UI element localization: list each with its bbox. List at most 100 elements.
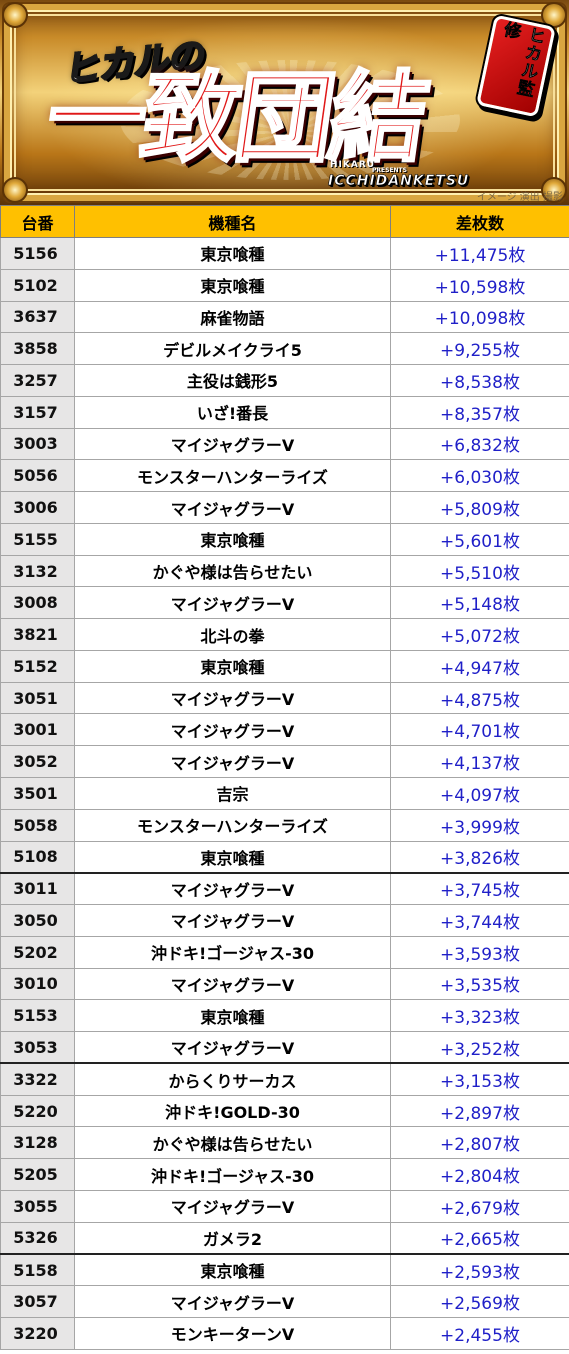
- difference-cell: +8,357枚: [390, 395, 569, 429]
- table-row: 3001 マイジャグラーV +4,701枚: [0, 713, 569, 747]
- machine-name-cell: モンスターハンターライズ: [74, 459, 391, 493]
- table-row: 5152 東京喰種 +4,947枚: [0, 649, 569, 683]
- machine-name-cell: 麻雀物語: [74, 300, 391, 334]
- machine-name-cell: マイジャグラーV: [74, 586, 391, 620]
- banner-sub-en2: ICCHIDANKETSU: [328, 173, 470, 190]
- machine-number-cell: 3132: [0, 554, 75, 588]
- table-row: 5156 東京喰種 +11,475枚: [0, 237, 569, 270]
- machine-number-cell: 3220: [0, 1317, 75, 1350]
- machine-number-cell: 5058: [0, 808, 75, 842]
- table-header-row: 台番 機種名 差枚数: [0, 205, 569, 238]
- difference-cell: +11,475枚: [390, 237, 569, 270]
- table-row: 3055 マイジャグラーV +2,679枚: [0, 1189, 569, 1223]
- machine-name-cell: マイジャグラーV: [74, 1285, 391, 1319]
- machine-name-cell: 主役は銭形5: [74, 364, 391, 397]
- table-row: 5326 ガメラ2 +2,665枚: [0, 1221, 569, 1255]
- table-row: 3010 マイジャグラーV +3,535枚: [0, 967, 569, 1001]
- difference-cell: +5,601枚: [390, 522, 569, 556]
- machine-name-cell: マイジャグラーV: [74, 871, 391, 906]
- difference-cell: +3,593枚: [390, 935, 569, 969]
- difference-cell: +3,745枚: [390, 871, 569, 906]
- machine-name-cell: 東京喰種: [74, 522, 391, 556]
- badge-text: ヒカル監修: [498, 19, 547, 99]
- machine-name-cell: マイジャグラーV: [74, 491, 391, 524]
- corner-ornament-icon: [2, 2, 28, 28]
- difference-cell: +10,598枚: [390, 268, 569, 302]
- table-row: 5158 東京喰種 +2,593枚: [0, 1253, 569, 1287]
- machine-number-cell: 5220: [0, 1094, 75, 1128]
- machine-number-cell: 3053: [0, 1031, 75, 1064]
- banner-frame: [4, 4, 565, 201]
- difference-cell: +5,072枚: [390, 618, 569, 651]
- machine-number-cell: 3858: [0, 332, 75, 366]
- machine-name-cell: 東京喰種: [74, 649, 391, 683]
- table-row: 3157 いざ!番長 +8,357枚: [0, 395, 569, 429]
- machine-number-cell: 5108: [0, 840, 75, 874]
- table-row: 3257 主役は銭形5 +8,538枚: [0, 364, 569, 397]
- machine-number-cell: 3055: [0, 1189, 75, 1223]
- machine-number-cell: 5152: [0, 649, 75, 683]
- difference-cell: +2,679枚: [390, 1189, 569, 1223]
- banner-caption: イメージ 演出 撮影: [476, 192, 563, 203]
- machine-number-cell: 5205: [0, 1158, 75, 1191]
- table-row: 5220 沖ドキ!GOLD-30 +2,897枚: [0, 1094, 569, 1128]
- machine-number-cell: 3322: [0, 1062, 75, 1096]
- machine-number-cell: 3050: [0, 904, 75, 937]
- banner-sub-presents: PRESENTS: [372, 167, 407, 174]
- machine-number-cell: 3821: [0, 618, 75, 651]
- table-row: 5205 沖ドキ!ゴージャス-30 +2,804枚: [0, 1158, 569, 1191]
- difference-cell: +2,455枚: [390, 1317, 569, 1350]
- machine-name-cell: マイジャグラーV: [74, 745, 391, 779]
- table-row: 5058 モンスターハンターライズ +3,999枚: [0, 808, 569, 842]
- table-row: 5202 沖ドキ!ゴージャス-30 +3,593枚: [0, 935, 569, 969]
- table-row: 3050 マイジャグラーV +3,744枚: [0, 904, 569, 937]
- machine-name-cell: 沖ドキ!ゴージャス-30: [74, 935, 391, 969]
- machine-number-cell: 3052: [0, 745, 75, 779]
- machine-number-cell: 3128: [0, 1126, 75, 1160]
- machine-name-cell: マイジャグラーV: [74, 427, 391, 461]
- difference-cell: +3,826枚: [390, 840, 569, 874]
- machine-number-cell: 3157: [0, 395, 75, 429]
- machine-number-cell: 3637: [0, 300, 75, 334]
- table-row: 3052 マイジャグラーV +4,137枚: [0, 745, 569, 779]
- difference-cell: +4,137枚: [390, 745, 569, 779]
- machine-name-cell: 沖ドキ!GOLD-30: [74, 1094, 391, 1128]
- table-row: 3057 マイジャグラーV +2,569枚: [0, 1285, 569, 1319]
- machine-name-cell: マイジャグラーV: [74, 904, 391, 937]
- difference-cell: +8,538枚: [390, 364, 569, 397]
- table-row: 3637 麻雀物語 +10,098枚: [0, 300, 569, 334]
- machine-number-cell: 3257: [0, 364, 75, 397]
- difference-cell: +6,832枚: [390, 427, 569, 461]
- machine-name-cell: 吉宗: [74, 777, 391, 810]
- banner-sub-en: HIKARU: [330, 160, 376, 170]
- table-row: 5155 東京喰種 +5,601枚: [0, 522, 569, 556]
- difference-cell: +5,809枚: [390, 491, 569, 524]
- banner-rays: [120, 60, 460, 180]
- difference-cell: +5,510枚: [390, 554, 569, 588]
- difference-cell: +2,807枚: [390, 1126, 569, 1160]
- difference-cell: +4,947枚: [390, 649, 569, 683]
- table-row: 3858 デビルメイクライ5 +9,255枚: [0, 332, 569, 366]
- difference-cell: +10,098枚: [390, 300, 569, 334]
- difference-cell: +3,153枚: [390, 1062, 569, 1096]
- machine-number-cell: 5156: [0, 237, 75, 270]
- table-row: 5153 東京喰種 +3,323枚: [0, 999, 569, 1033]
- machine-number-cell: 5326: [0, 1221, 75, 1255]
- table-row: 3128 かぐや様は告らせたい +2,807枚: [0, 1126, 569, 1160]
- table-body: 5156 東京喰種 +11,475枚 5102 東京喰種 +10,598枚 3637 麻雀物語…: [0, 237, 569, 1350]
- table-row: 3220 モンキーターンV +2,455枚: [0, 1317, 569, 1350]
- table-row: 3132 かぐや様は告らせたい +5,510枚: [0, 554, 569, 588]
- machine-name-cell: モンキーターンV: [74, 1317, 391, 1350]
- difference-cell: +4,097枚: [390, 777, 569, 810]
- table-row: 3322 からくりサーカス +3,153枚: [0, 1062, 569, 1096]
- header-machine-name: 機種名: [74, 205, 391, 238]
- machine-number-cell: 5153: [0, 999, 75, 1033]
- machine-number-cell: 5202: [0, 935, 75, 969]
- machine-name-cell: 東京喰種: [74, 237, 391, 270]
- results-table: 台番 機種名 差枚数 5156 東京喰種 +11,475枚 5102 東京喰種 +10,5…: [0, 205, 569, 1350]
- machine-number-cell: 5158: [0, 1253, 75, 1287]
- difference-cell: +6,030枚: [390, 459, 569, 493]
- machine-number-cell: 5056: [0, 459, 75, 493]
- machine-name-cell: マイジャグラーV: [74, 1031, 391, 1064]
- table-row: 5108 東京喰種 +3,826枚: [0, 840, 569, 874]
